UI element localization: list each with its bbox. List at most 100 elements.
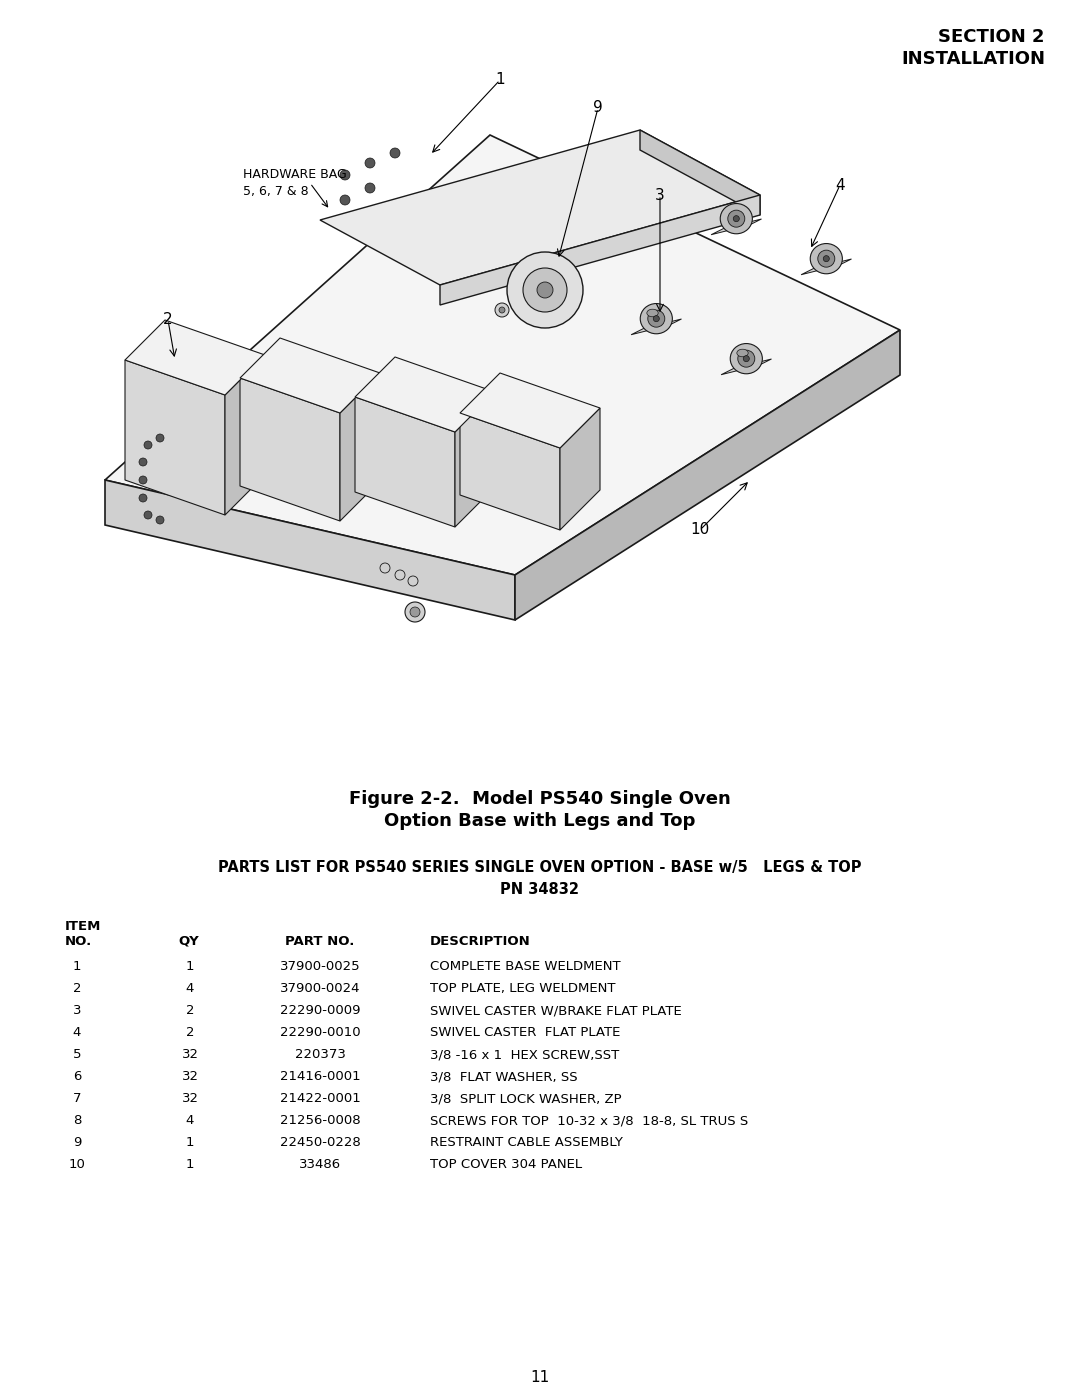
- Polygon shape: [561, 408, 600, 529]
- Ellipse shape: [647, 309, 658, 317]
- Text: 4: 4: [835, 177, 845, 193]
- Circle shape: [139, 495, 147, 502]
- Text: RESTRAINT CABLE ASSEMBLY: RESTRAINT CABLE ASSEMBLY: [430, 1136, 623, 1148]
- Polygon shape: [631, 319, 681, 335]
- Circle shape: [139, 458, 147, 467]
- Text: SWIVEL CASTER W/BRAKE FLAT PLATE: SWIVEL CASTER W/BRAKE FLAT PLATE: [430, 1004, 681, 1017]
- Circle shape: [408, 576, 418, 585]
- Text: PART NO.: PART NO.: [285, 935, 354, 949]
- Polygon shape: [240, 338, 380, 414]
- Text: 2: 2: [186, 1004, 194, 1017]
- Polygon shape: [460, 373, 600, 448]
- Ellipse shape: [810, 243, 842, 274]
- Text: PARTS LIST FOR PS540 SERIES SINGLE OVEN OPTION - BASE w/5   LEGS & TOP: PARTS LIST FOR PS540 SERIES SINGLE OVEN …: [218, 861, 862, 875]
- Text: 1: 1: [72, 960, 81, 972]
- Circle shape: [156, 515, 164, 524]
- Text: 7: 7: [72, 1092, 81, 1105]
- Text: 1: 1: [496, 73, 504, 88]
- Text: TOP COVER 304 PANEL: TOP COVER 304 PANEL: [430, 1158, 582, 1171]
- Polygon shape: [801, 258, 851, 275]
- Circle shape: [410, 608, 420, 617]
- Text: 3/8  FLAT WASHER, SS: 3/8 FLAT WASHER, SS: [430, 1070, 578, 1083]
- Text: 2: 2: [72, 982, 81, 995]
- Text: 5, 6, 7 & 8: 5, 6, 7 & 8: [243, 184, 309, 197]
- Circle shape: [390, 148, 400, 158]
- Text: 2: 2: [163, 313, 173, 327]
- Circle shape: [499, 307, 505, 313]
- Text: 1: 1: [186, 960, 194, 972]
- Text: 21416-0001: 21416-0001: [280, 1070, 361, 1083]
- Ellipse shape: [738, 351, 755, 367]
- Circle shape: [340, 170, 350, 180]
- Circle shape: [380, 563, 390, 573]
- Polygon shape: [105, 481, 515, 620]
- Circle shape: [395, 570, 405, 580]
- Text: 37900-0025: 37900-0025: [280, 960, 361, 972]
- Ellipse shape: [818, 250, 835, 267]
- Polygon shape: [711, 219, 761, 235]
- Circle shape: [365, 183, 375, 193]
- Circle shape: [156, 434, 164, 441]
- Text: 1: 1: [186, 1158, 194, 1171]
- Polygon shape: [125, 320, 265, 395]
- Text: 3: 3: [72, 1004, 81, 1017]
- Text: 5: 5: [72, 1048, 81, 1060]
- Text: QY: QY: [178, 935, 199, 949]
- Text: INSTALLATION: INSTALLATION: [901, 50, 1045, 68]
- Circle shape: [653, 316, 659, 321]
- Circle shape: [144, 441, 152, 448]
- Ellipse shape: [730, 344, 762, 374]
- Text: 32: 32: [181, 1070, 199, 1083]
- Circle shape: [139, 476, 147, 483]
- Polygon shape: [640, 130, 760, 215]
- Circle shape: [743, 356, 750, 362]
- Text: 8: 8: [72, 1113, 81, 1127]
- Text: 220373: 220373: [295, 1048, 346, 1060]
- Text: 32: 32: [181, 1092, 199, 1105]
- Circle shape: [365, 158, 375, 168]
- Circle shape: [340, 196, 350, 205]
- Text: 21256-0008: 21256-0008: [280, 1113, 361, 1127]
- Text: 9: 9: [72, 1136, 81, 1148]
- Text: 22450-0228: 22450-0228: [280, 1136, 361, 1148]
- Text: 22290-0010: 22290-0010: [280, 1025, 361, 1039]
- Circle shape: [823, 256, 829, 261]
- Polygon shape: [125, 360, 225, 515]
- Text: 6: 6: [72, 1070, 81, 1083]
- Text: 11: 11: [530, 1370, 550, 1384]
- Polygon shape: [320, 130, 760, 285]
- Polygon shape: [355, 397, 455, 527]
- Polygon shape: [721, 359, 771, 374]
- Text: SECTION 2: SECTION 2: [939, 28, 1045, 46]
- Text: SWIVEL CASTER  FLAT PLATE: SWIVEL CASTER FLAT PLATE: [430, 1025, 620, 1039]
- Text: PN 34832: PN 34832: [500, 882, 580, 897]
- Ellipse shape: [737, 349, 748, 356]
- Circle shape: [523, 268, 567, 312]
- Text: 3/8  SPLIT LOCK WASHER, ZP: 3/8 SPLIT LOCK WASHER, ZP: [430, 1092, 622, 1105]
- Polygon shape: [460, 414, 561, 529]
- Text: 1: 1: [186, 1136, 194, 1148]
- Text: Option Base with Legs and Top: Option Base with Legs and Top: [384, 812, 696, 830]
- Text: 4: 4: [186, 982, 194, 995]
- Text: 4: 4: [186, 1113, 194, 1127]
- Text: 37900-0024: 37900-0024: [280, 982, 361, 995]
- Polygon shape: [340, 373, 380, 521]
- Text: Figure 2-2.  Model PS540 Single Oven: Figure 2-2. Model PS540 Single Oven: [349, 789, 731, 807]
- Polygon shape: [515, 330, 900, 620]
- Text: 32: 32: [181, 1048, 199, 1060]
- Circle shape: [405, 602, 426, 622]
- Text: TOP PLATE, LEG WELDMENT: TOP PLATE, LEG WELDMENT: [430, 982, 616, 995]
- Text: 4: 4: [72, 1025, 81, 1039]
- Polygon shape: [240, 379, 340, 521]
- Text: 3/8 -16 x 1  HEX SCREW,SST: 3/8 -16 x 1 HEX SCREW,SST: [430, 1048, 619, 1060]
- Circle shape: [144, 511, 152, 520]
- Text: SCREWS FOR TOP  10-32 x 3/8  18-8, SL TRUS S: SCREWS FOR TOP 10-32 x 3/8 18-8, SL TRUS…: [430, 1113, 748, 1127]
- Ellipse shape: [720, 204, 753, 233]
- Text: COMPLETE BASE WELDMENT: COMPLETE BASE WELDMENT: [430, 960, 621, 972]
- Polygon shape: [225, 355, 265, 515]
- Text: 21422-0001: 21422-0001: [280, 1092, 361, 1105]
- Text: 2: 2: [186, 1025, 194, 1039]
- Text: 33486: 33486: [299, 1158, 341, 1171]
- Text: DESCRIPTION: DESCRIPTION: [430, 935, 530, 949]
- Polygon shape: [455, 393, 495, 527]
